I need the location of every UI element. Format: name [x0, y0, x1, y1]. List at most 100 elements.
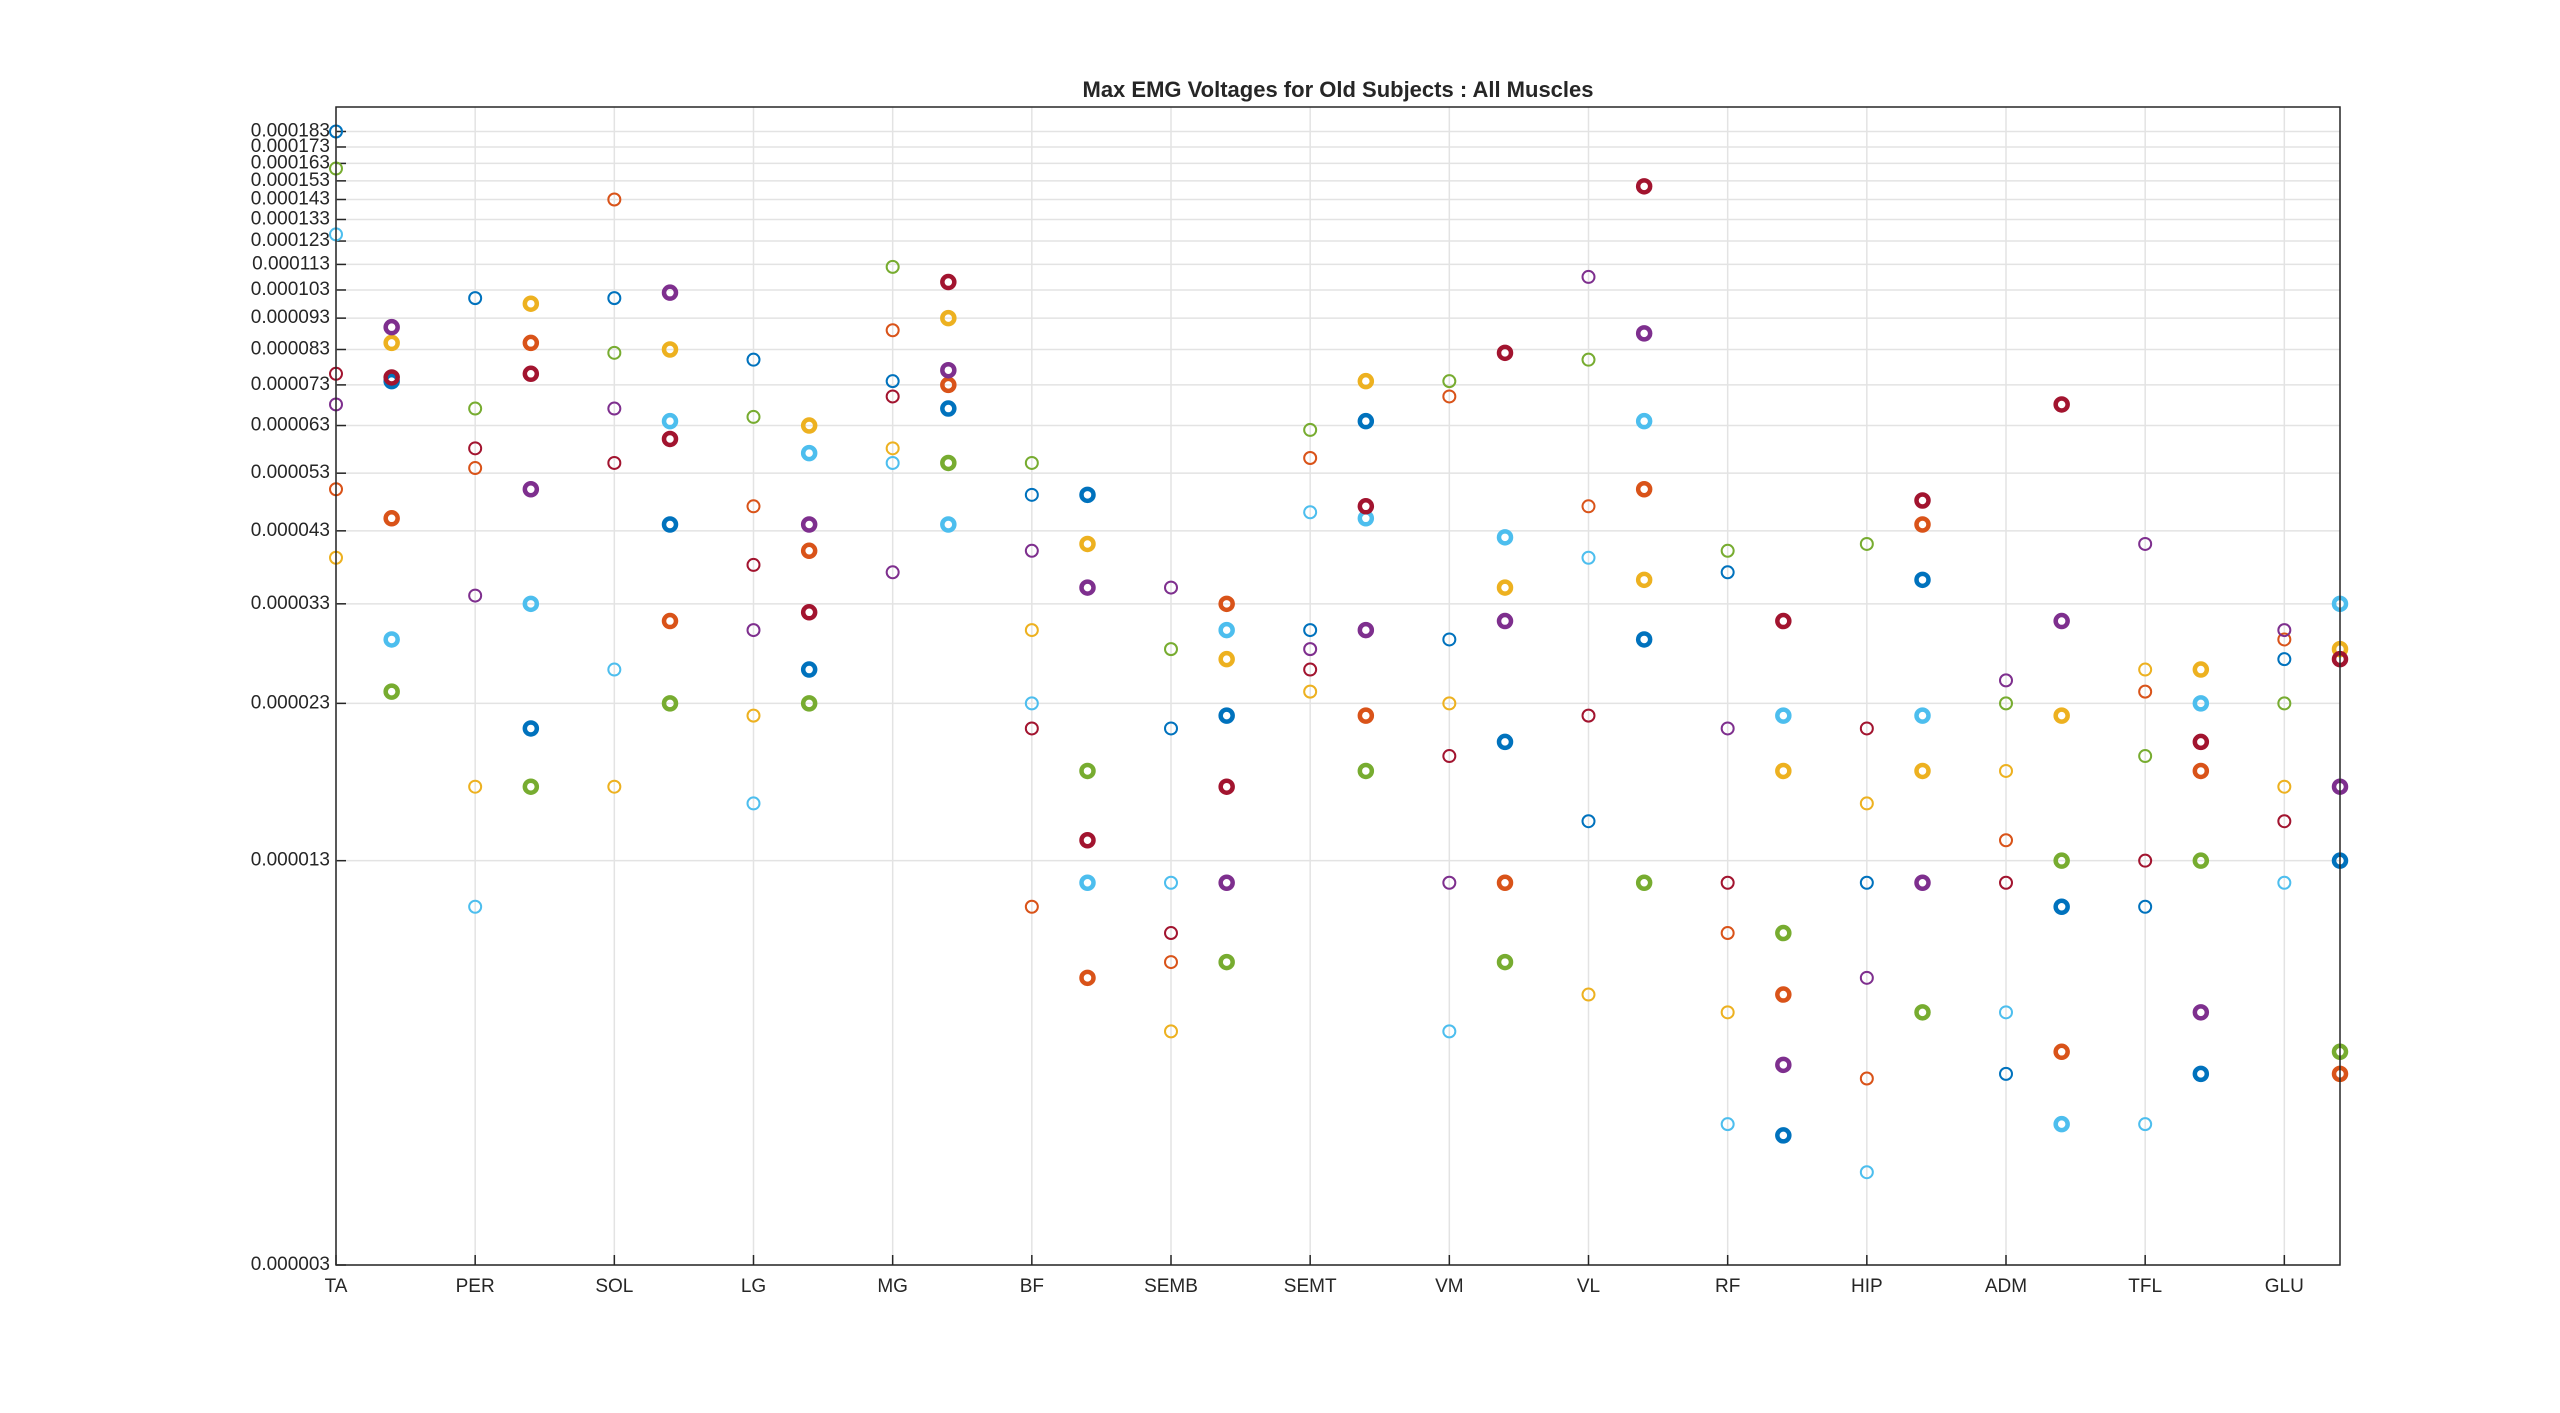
data-point: [1914, 762, 1931, 780]
data-point: [1024, 543, 1039, 558]
data-point: [1024, 696, 1039, 711]
data-point: [661, 516, 679, 533]
data-point: [2192, 661, 2210, 678]
data-point: [1581, 499, 1596, 514]
data-point: [1496, 733, 1514, 751]
data-point: [1999, 696, 2013, 711]
data-point: [2192, 1004, 2210, 1021]
data-point: [522, 720, 540, 737]
data-point: [1859, 1165, 1874, 1180]
data-point: [2053, 898, 2070, 915]
data-point: [1218, 953, 1235, 971]
x-tick-label: PER: [456, 1276, 495, 1297]
data-point: [2053, 612, 2070, 630]
x-tick-label: VL: [1577, 1276, 1600, 1297]
data-point: [607, 192, 622, 207]
data-point: [1442, 696, 1457, 711]
data-point: [661, 341, 679, 358]
data-point: [1357, 372, 1375, 390]
data-point: [2192, 852, 2210, 869]
data-point: [1999, 763, 2013, 778]
data-point: [1357, 621, 1375, 639]
data-point: [1914, 492, 1931, 509]
data-point: [885, 389, 900, 404]
y-tick-label: 0.000163: [251, 152, 330, 173]
data-point: [661, 430, 679, 448]
data-point: [1581, 550, 1596, 565]
data-point: [1024, 455, 1039, 470]
data-point: [885, 455, 900, 470]
data-point: [2277, 779, 2292, 794]
data-point: [800, 444, 818, 462]
data-point: [1079, 486, 1096, 504]
y-tick-label: 0.000013: [251, 850, 330, 871]
data-point: [607, 345, 622, 360]
data-point: [800, 542, 818, 560]
y-tick-label: 0.000113: [252, 253, 330, 274]
data-point: [2138, 536, 2153, 551]
chart-title: Max EMG Voltages for Old Subjects : All …: [1083, 77, 1594, 102]
y-tick-label: 0.000083: [251, 339, 330, 360]
y-tick-label: 0.000133: [251, 209, 330, 230]
data-point: [468, 441, 483, 456]
data-point: [1581, 269, 1596, 284]
x-tick-label: VM: [1435, 1276, 1464, 1297]
data-point: [1999, 1066, 2013, 1081]
data-point: [746, 499, 761, 514]
data-point: [1496, 344, 1514, 362]
data-point: [746, 352, 761, 367]
data-point: [1442, 632, 1457, 647]
data-point: [2192, 762, 2210, 780]
data-point: [1496, 953, 1514, 971]
y-tick-label: 0.000003: [251, 1254, 330, 1275]
data-point: [1859, 796, 1874, 811]
data-point: [1024, 487, 1039, 502]
data-point: [1859, 875, 1874, 890]
x-tick-label: SEMT: [1284, 1276, 1337, 1297]
data-point: [1635, 631, 1653, 648]
y-tick-label: 0.000063: [251, 415, 330, 436]
data-point: [383, 510, 400, 527]
data-point: [2277, 814, 2292, 829]
data-point: [1581, 708, 1596, 723]
x-tick-label: GLU: [2265, 1276, 2304, 1297]
data-point: [1303, 684, 1318, 699]
data-point: [940, 376, 957, 394]
data-point: [940, 273, 957, 291]
x-tick-label: RF: [1715, 1276, 1740, 1297]
x-tick-label: BF: [1020, 1276, 1044, 1297]
data-point: [2138, 853, 2153, 868]
data-point: [1218, 707, 1235, 724]
y-tick-label: 0.000153: [251, 170, 330, 191]
data-point: [2138, 899, 2153, 914]
y-tick-label: 0.000073: [251, 374, 330, 395]
data-point: [1079, 874, 1096, 892]
data-point: [468, 899, 483, 914]
x-tick-label: TFL: [2128, 1276, 2162, 1297]
data-point: [2138, 684, 2153, 699]
data-point: [661, 412, 679, 430]
data-point: [661, 612, 679, 630]
data-point: [468, 779, 483, 794]
x-tick-label: LG: [741, 1276, 766, 1297]
data-point: [1581, 814, 1596, 829]
data-point: [2138, 662, 2153, 677]
data-point: [885, 323, 900, 338]
data-point: [383, 318, 400, 336]
data-point: [522, 778, 540, 795]
data-point: [1775, 986, 1792, 1003]
data-point: [1496, 612, 1514, 630]
data-point: [1999, 1005, 2013, 1020]
data-point: [1635, 480, 1653, 498]
data-point: [746, 623, 761, 638]
data-point: [1164, 955, 1178, 970]
data-point: [1079, 579, 1096, 596]
data-point: [1914, 516, 1931, 533]
data-point: [1303, 422, 1318, 437]
data-point: [2053, 852, 2070, 869]
data-point: [1442, 374, 1457, 389]
data-point: [1024, 899, 1039, 914]
data-point: [885, 565, 900, 580]
data-point: [1079, 969, 1096, 987]
data-point: [522, 480, 540, 498]
